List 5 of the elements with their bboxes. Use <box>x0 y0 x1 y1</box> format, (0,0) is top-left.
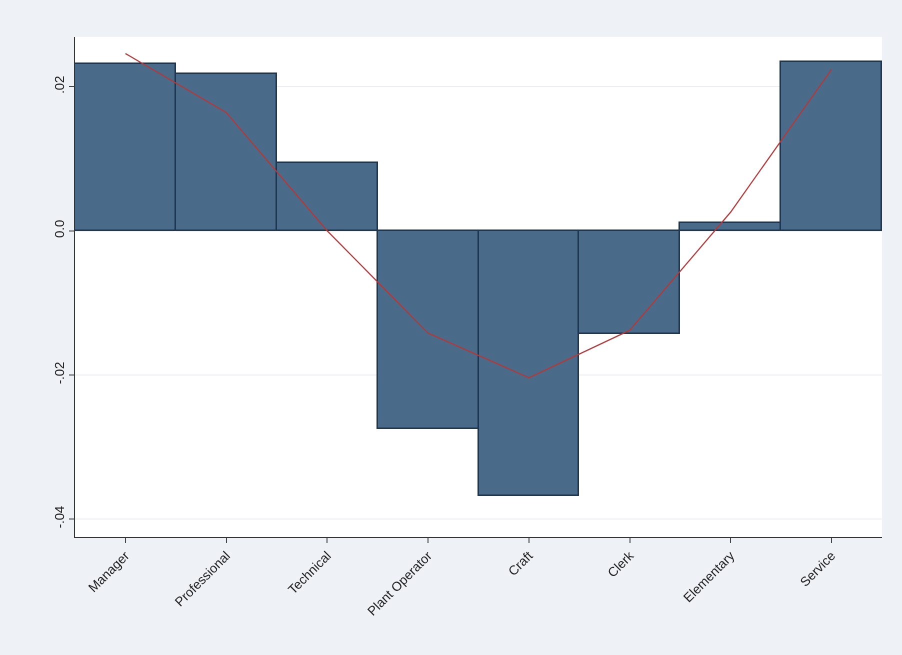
y-tick-label: -.02 <box>52 362 67 384</box>
y-tick-label: -.04 <box>52 506 67 528</box>
y-tick-label: .02 <box>52 76 67 94</box>
line-series <box>124 52 832 378</box>
y-tick-label: 0.0 <box>52 220 67 238</box>
